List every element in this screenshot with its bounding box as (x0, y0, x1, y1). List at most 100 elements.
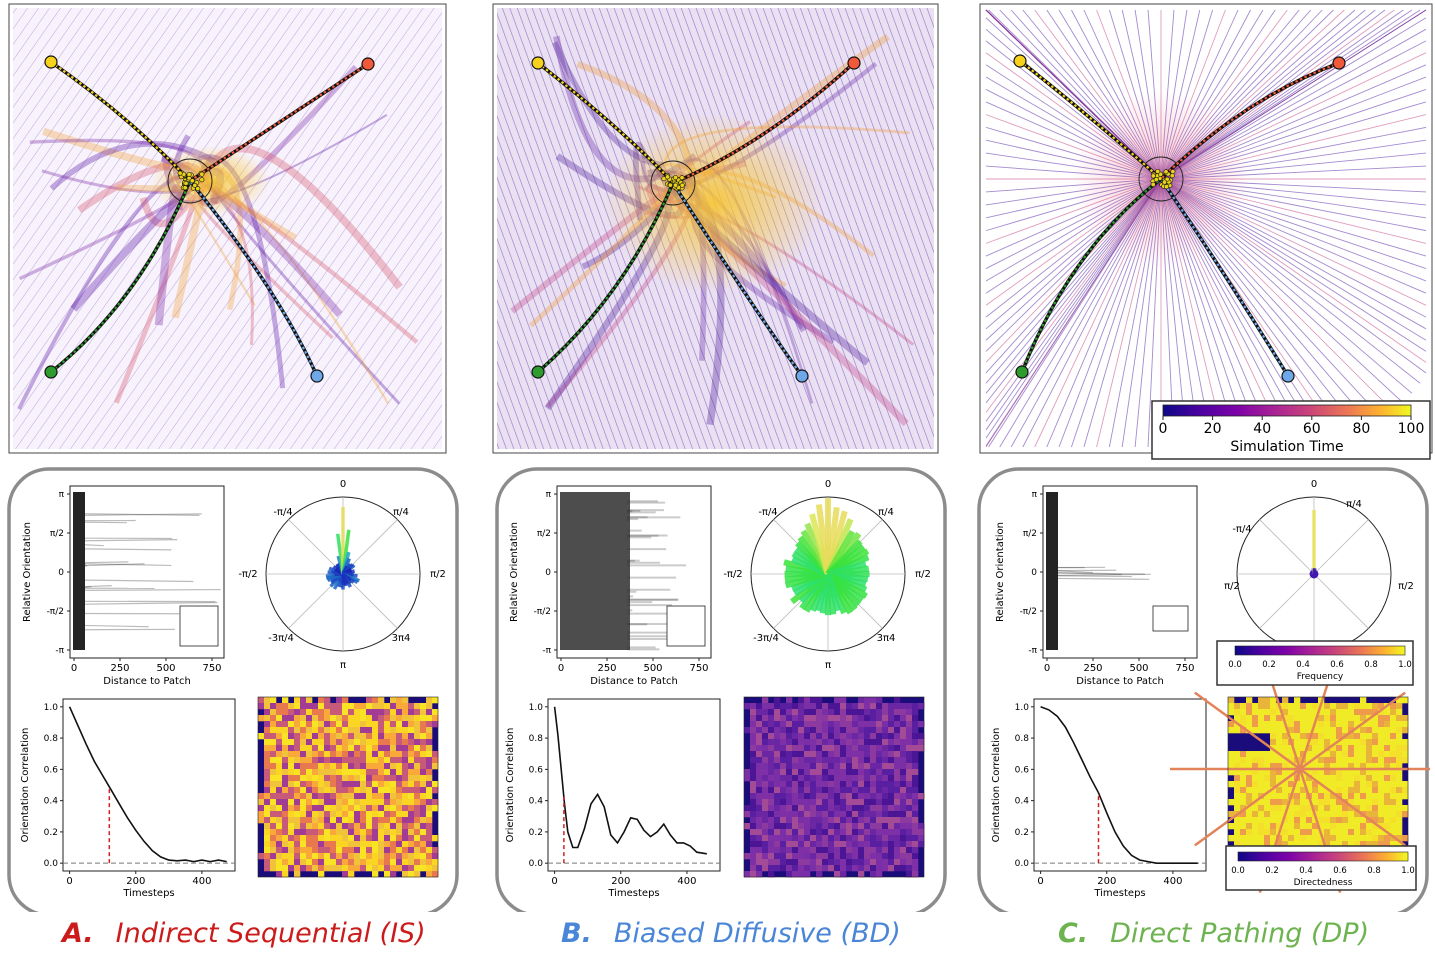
heatmap-cell (378, 823, 385, 830)
heatmap-cell (1360, 805, 1367, 812)
heatmap-cell (366, 763, 373, 770)
heatmap-cell (1282, 763, 1289, 770)
heatmap-cell (276, 787, 283, 794)
heatmap-cell (804, 841, 811, 848)
heatmap-cell (762, 859, 769, 866)
heatmap-cell (420, 811, 427, 818)
heatmap-cell (888, 841, 895, 848)
heatmap-cell (360, 709, 367, 716)
heatmap-cell (408, 745, 415, 752)
heatmap-cell (768, 781, 775, 788)
heatmap-cell (366, 853, 373, 860)
heatmap-cell (1240, 757, 1247, 764)
heatmap-cell (402, 793, 409, 800)
heatmap-cell (750, 871, 757, 878)
heatmap-cell (900, 769, 907, 776)
heatmap-cell (306, 847, 313, 854)
heatmap-cell (426, 757, 433, 764)
heatmap-cell (342, 859, 349, 866)
heatmap-cell (1264, 709, 1271, 716)
heatmap-cell (822, 811, 829, 818)
heatmap-cell (396, 829, 403, 836)
heatmap-cell (336, 757, 343, 764)
heatmap-cell (396, 859, 403, 866)
heatmap-cell (426, 775, 433, 782)
heatmap-cell (1366, 823, 1373, 830)
heatmap-cell (276, 739, 283, 746)
heatmap-cell (780, 703, 787, 710)
heatmap-cell (1336, 721, 1343, 728)
heatmap-cell (864, 859, 871, 866)
heatmap-cell (1354, 799, 1361, 806)
heatmap-cell (366, 841, 373, 848)
heatmap-cell (912, 715, 919, 722)
heatmap-cell (1378, 715, 1385, 722)
heatmap-cell (336, 799, 343, 806)
heatmap-cell (270, 739, 277, 746)
heatmap-cell (876, 853, 883, 860)
heatmap-cell (1372, 787, 1379, 794)
heatmap-cell (366, 793, 373, 800)
heatmap-cell (342, 709, 349, 716)
heatmap-cell (888, 709, 895, 716)
agent-trail (1160, 61, 1340, 180)
heatmap-cell (1360, 703, 1367, 710)
heatmap-cell (1276, 721, 1283, 728)
heatmap-cell (888, 769, 895, 776)
heatmap-cell (1360, 709, 1367, 716)
heatmap-cell (1372, 823, 1379, 830)
heatmap-cell (852, 817, 859, 824)
heatmap-cell (312, 709, 319, 716)
heatmap-cell (1330, 811, 1337, 818)
heatmap-cell (1342, 775, 1349, 782)
correlation-line (68, 706, 227, 863)
heatmap-cell (798, 787, 805, 794)
heatmap-cell (306, 835, 313, 842)
heatmap-cell (408, 805, 415, 812)
heatmap-cell (744, 727, 751, 734)
heatmap-cell (894, 787, 901, 794)
heatmap-cell (264, 703, 271, 710)
heatmap-cell (1300, 745, 1307, 752)
heatmap-cell (810, 745, 817, 752)
heatmap-cell (1234, 703, 1241, 710)
heatmap-cell (426, 835, 433, 842)
heatmap-cell (900, 841, 907, 848)
heatmap-cell (1246, 781, 1253, 788)
heatmap-cell (768, 775, 775, 782)
heatmap-cell (258, 733, 265, 740)
heatmap-cell (816, 727, 823, 734)
heatmap-cell (1330, 799, 1337, 806)
heatmap-cell (1342, 805, 1349, 812)
heatmap-cell (750, 823, 757, 830)
heatmap-cell (876, 715, 883, 722)
heatmap-cell (1336, 769, 1343, 776)
polar-angle-label: -3π/4 (268, 633, 294, 644)
agent-trail (50, 180, 192, 373)
heatmap-cell (282, 745, 289, 752)
heatmap-cell (1282, 739, 1289, 746)
heatmap-cell (1336, 709, 1343, 716)
heatmap-cell (1282, 709, 1289, 716)
heatmap-cell (1384, 811, 1391, 818)
heatmap-cell (1402, 811, 1409, 818)
heatmap-cell (894, 817, 901, 824)
heatmap-cell (1384, 835, 1391, 842)
heatmap-cell (1258, 757, 1265, 764)
heatmap-cell (390, 871, 397, 878)
heatmap-cell (912, 853, 919, 860)
heatmap-cell (906, 709, 913, 716)
heatmap-cell (384, 763, 391, 770)
x-axis-label: Distance to Patch (590, 676, 678, 687)
heatmap-cell (828, 709, 835, 716)
heatmap-cell (360, 763, 367, 770)
heatmap-cell (306, 793, 313, 800)
heatmap-cell (864, 781, 871, 788)
heatmap-cell (348, 799, 355, 806)
heatmap-cell (1390, 817, 1397, 824)
heatmap-cell (1372, 733, 1379, 740)
heatmap-cell (1390, 805, 1397, 812)
heatmap-cell (768, 865, 775, 872)
heatmap-cell (366, 721, 373, 728)
heatmap-cell (372, 823, 379, 830)
